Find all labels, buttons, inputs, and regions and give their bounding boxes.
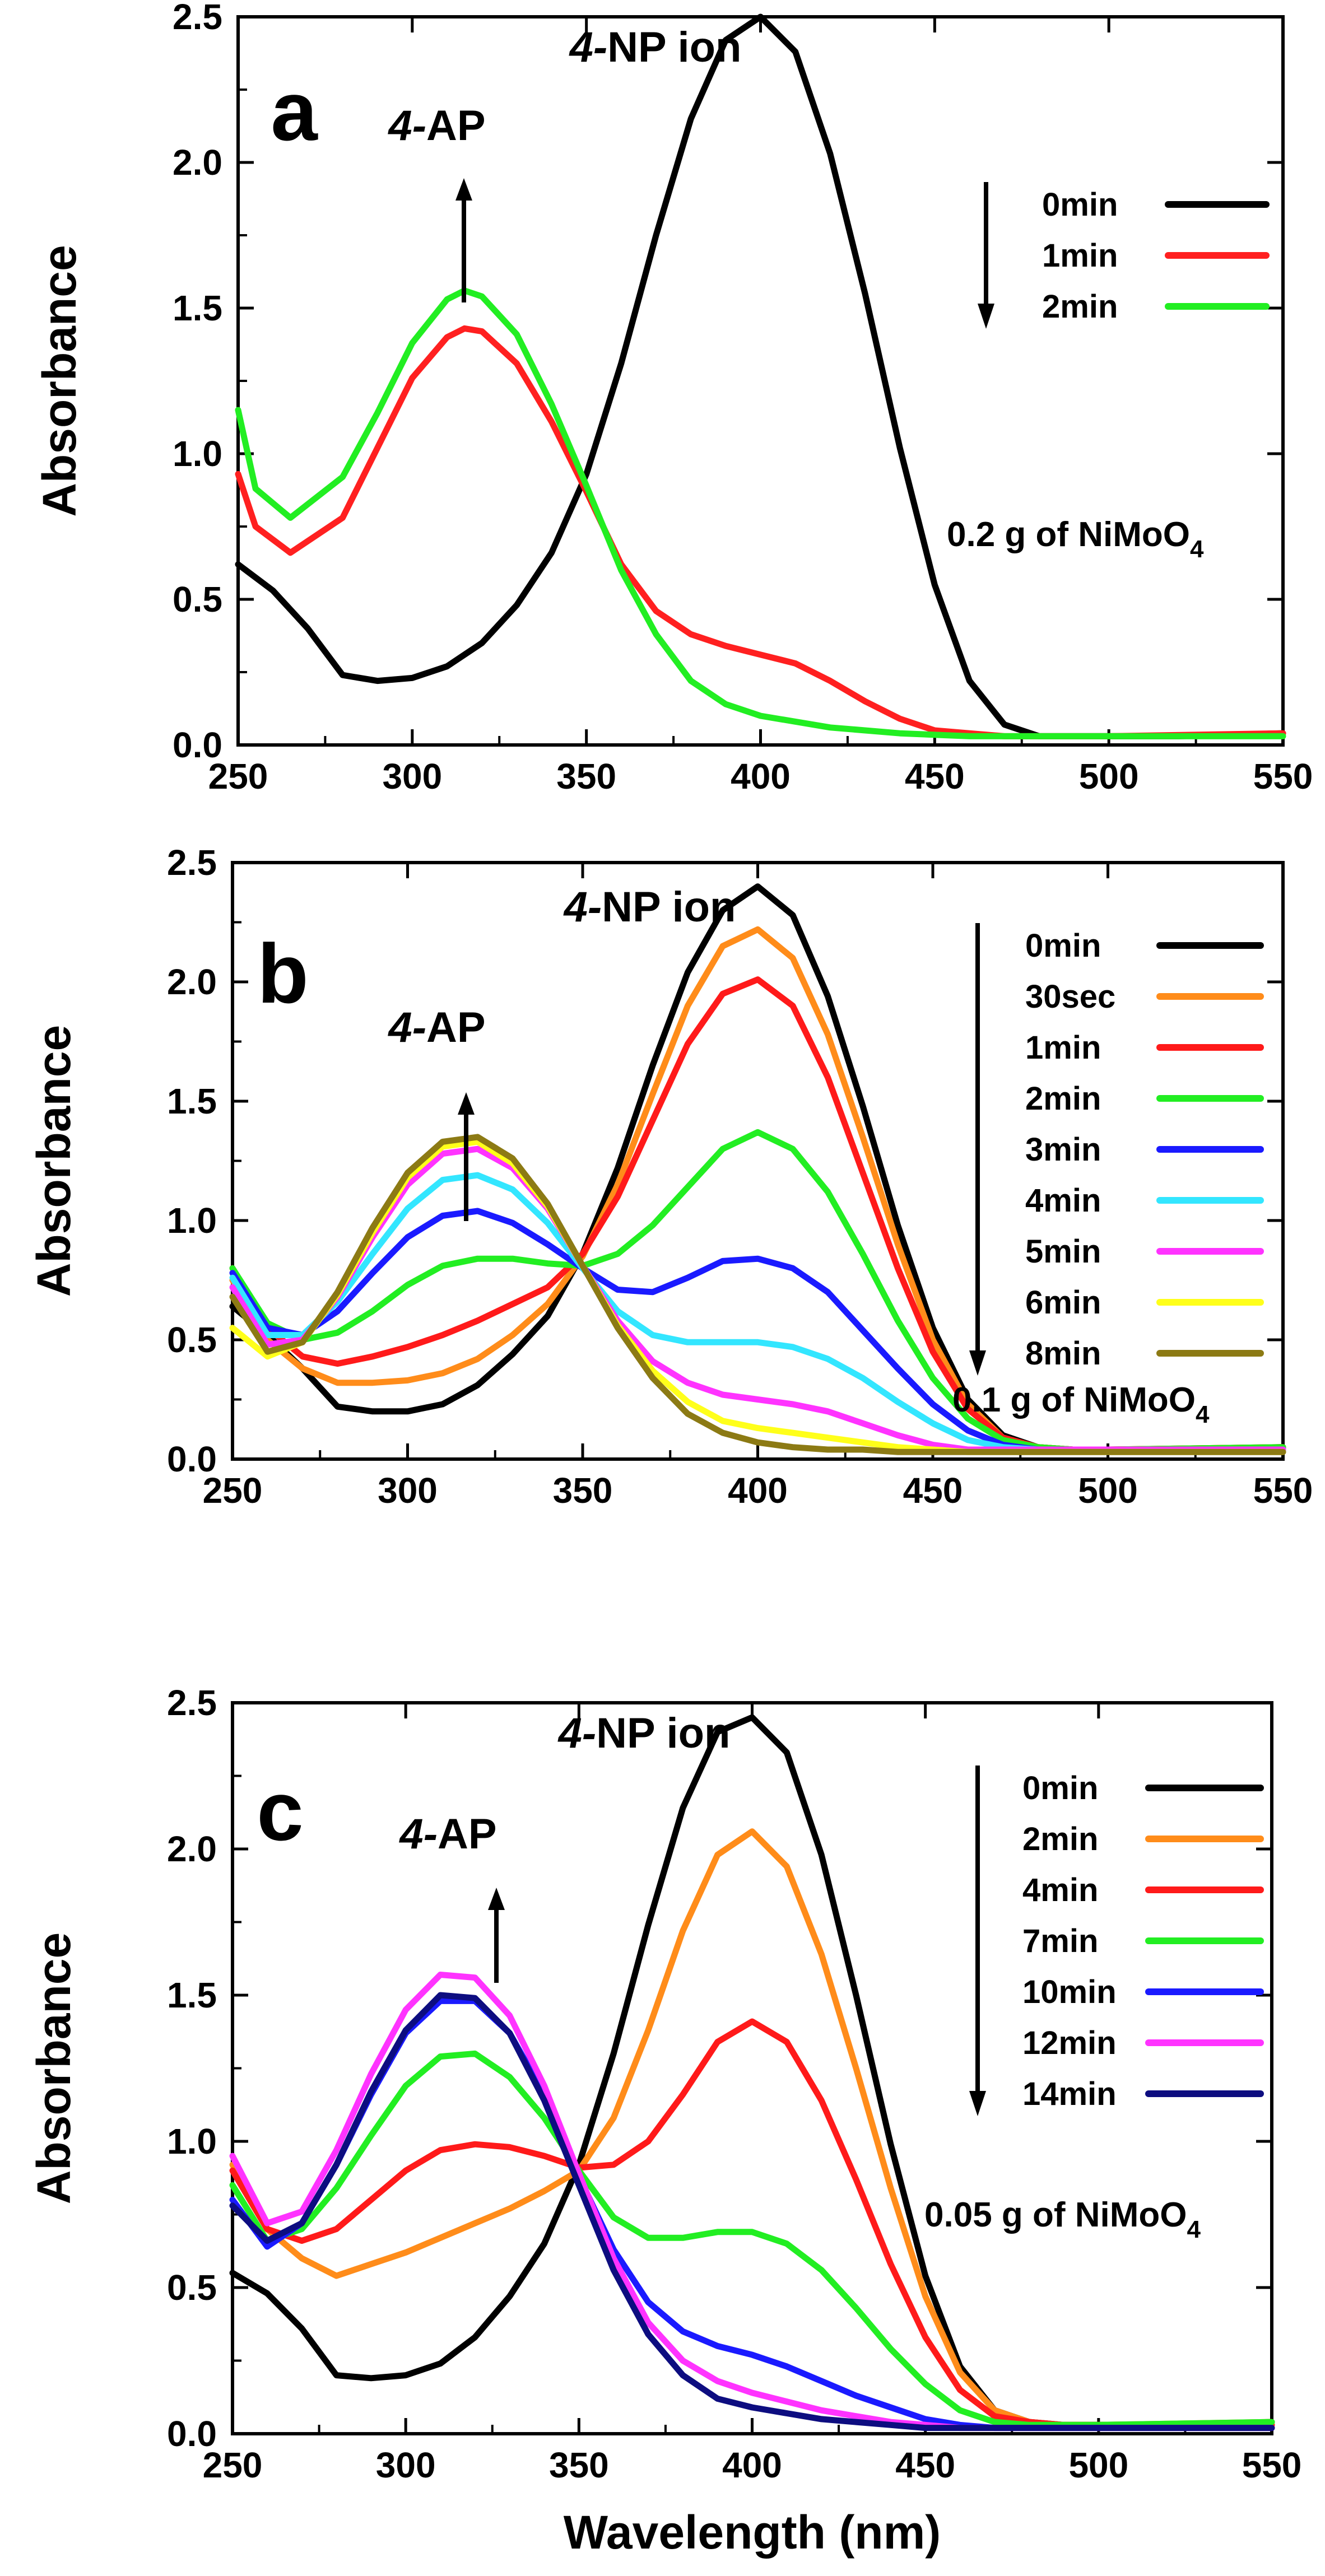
series-line-2min <box>229 1129 1286 1453</box>
x-tick-label: 250 <box>203 2445 263 2485</box>
x-tick-label: 400 <box>731 756 791 796</box>
series-line-0min <box>229 883 1286 1453</box>
plot-frame <box>231 861 1285 1461</box>
legend-label: 2min <box>1025 1080 1101 1117</box>
ap-arrow-icon <box>455 178 472 201</box>
y-tick-label: 2.0 <box>167 1829 217 1869</box>
annotation-4ap: 4-AP <box>387 102 485 150</box>
x-tick-label: 250 <box>208 756 268 796</box>
x-tick-label: 500 <box>1079 756 1139 796</box>
legend-label: 7min <box>1022 1923 1098 1959</box>
legend-label: 1min <box>1042 237 1118 274</box>
legend-label: 3min <box>1025 1131 1101 1168</box>
y-tick-label: 2.0 <box>167 962 217 1002</box>
legend-label: 8min <box>1025 1335 1101 1372</box>
y-tick-label: 1.0 <box>167 2121 217 2162</box>
legend-label: 0min <box>1022 1770 1098 1806</box>
x-tick-label: 300 <box>376 2445 436 2485</box>
y-tick-label: 2.5 <box>173 0 222 37</box>
x-tick-label: 300 <box>382 756 442 796</box>
series-line-14min <box>229 1992 1275 2431</box>
series-line-4min <box>229 2018 1275 2428</box>
y-tick-label: 0.5 <box>167 2267 217 2308</box>
y-axis-label: Absorbance <box>33 245 86 516</box>
x-tick-label: 550 <box>1242 2445 1302 2485</box>
legend-label: 4min <box>1022 1872 1098 1908</box>
y-tick-label: 2.0 <box>173 142 222 183</box>
y-axis-label: Absorbance <box>27 1025 80 1297</box>
x-tick-label: 450 <box>905 756 965 796</box>
series-line-1min <box>229 976 1286 1453</box>
series-line-2min <box>235 287 1286 739</box>
panel-letter: b <box>257 926 309 1021</box>
y-tick-label: 0.0 <box>173 725 222 765</box>
legend-label: 2min <box>1042 288 1118 325</box>
y-tick-label: 1.0 <box>173 434 222 474</box>
x-tick-label: 300 <box>378 1470 438 1511</box>
decrease-arrow-icon <box>969 1350 986 1376</box>
legend-label: 30sec <box>1025 979 1115 1015</box>
panel-letter: a <box>271 64 318 158</box>
y-tick-label: 1.5 <box>167 1081 217 1121</box>
x-tick-label: 350 <box>549 2445 609 2485</box>
series-line-0min <box>235 13 1286 739</box>
sample-label: 0.2 g of NiMoO4 <box>947 515 1204 563</box>
series-line-0min <box>229 1714 1275 2428</box>
y-axis-label: Absorbance <box>27 1932 80 2204</box>
annotation-4np: 4-NP ion <box>569 24 742 71</box>
legend-label: 4min <box>1025 1182 1101 1219</box>
decrease-arrow-icon <box>969 2091 986 2116</box>
legend-label: 2min <box>1022 1821 1098 1857</box>
series-line-4min <box>229 1172 1286 1453</box>
ap-arrow-icon <box>488 1888 505 1910</box>
y-tick-label: 0.0 <box>167 2414 217 2454</box>
legend-label: 0min <box>1042 187 1118 223</box>
x-tick-label: 500 <box>1068 2445 1128 2485</box>
x-tick-label: 550 <box>1253 756 1313 796</box>
legend-label: 6min <box>1025 1284 1101 1321</box>
legend-label: 10min <box>1022 1974 1117 2010</box>
chart-panel-c: 0.0 0.5 1.0 1.5 2.0 2.5 250 300 350 400 450 500 550 A… <box>27 1683 1301 2559</box>
y-tick-label: 0.0 <box>167 1439 217 1479</box>
x-tick-label: 350 <box>556 756 616 796</box>
annotation-4ap: 4-AP <box>398 1810 496 1858</box>
y-tick-label: 2.5 <box>167 842 217 883</box>
ap-arrow-icon <box>458 1092 475 1115</box>
series-line-2min <box>229 1828 1275 2428</box>
y-tick-label: 1.5 <box>173 288 222 328</box>
sample-label: 0.05 g of NiMoO4 <box>924 2196 1201 2243</box>
legend-label: 0min <box>1025 928 1101 964</box>
x-axis-label: Wavelength (nm) <box>564 2506 941 2559</box>
annotation-4ap: 4-AP <box>387 1004 485 1051</box>
panel-letter: c <box>257 1764 303 1858</box>
x-tick-label: 400 <box>722 2445 782 2485</box>
y-tick-label: 2.5 <box>167 1683 217 1723</box>
x-tick-label: 350 <box>553 1470 613 1511</box>
chart-panel-b: 0.0 0.5 1.0 1.5 2.0 2.5 250 300 350 400 450 500 550 A… <box>27 842 1313 1511</box>
series-line-8min <box>229 1134 1286 1455</box>
sample-label: 0.1 g of NiMoO4 <box>952 1381 1210 1428</box>
x-tick-label: 250 <box>203 1470 263 1511</box>
y-tick-label: 1.0 <box>167 1200 217 1241</box>
x-tick-label: 550 <box>1253 1470 1313 1511</box>
legend-label: 1min <box>1025 1030 1101 1066</box>
x-tick-label: 450 <box>895 2445 955 2485</box>
legend-label: 5min <box>1025 1233 1101 1270</box>
legend-label: 12min <box>1022 2025 1117 2061</box>
y-tick-label: 0.5 <box>167 1320 217 1360</box>
x-tick-label: 500 <box>1078 1470 1138 1511</box>
series-line-3min <box>229 1208 1286 1453</box>
series-line-7min <box>229 2050 1275 2428</box>
annotation-4np: 4-NP ion <box>563 883 736 931</box>
y-tick-label: 0.5 <box>173 579 222 619</box>
chart-panel-a: 0.0 0.5 1.0 1.5 2.0 2.5 250 300 350 400 450 500 550 A… <box>33 0 1313 796</box>
decrease-arrow-icon <box>978 304 994 329</box>
y-tick-label: 1.5 <box>167 1975 217 2015</box>
legend-label: 14min <box>1022 2076 1117 2112</box>
x-tick-label: 450 <box>903 1470 963 1511</box>
annotation-4np: 4-NP ion <box>557 1709 731 1757</box>
x-tick-label: 400 <box>728 1470 788 1511</box>
